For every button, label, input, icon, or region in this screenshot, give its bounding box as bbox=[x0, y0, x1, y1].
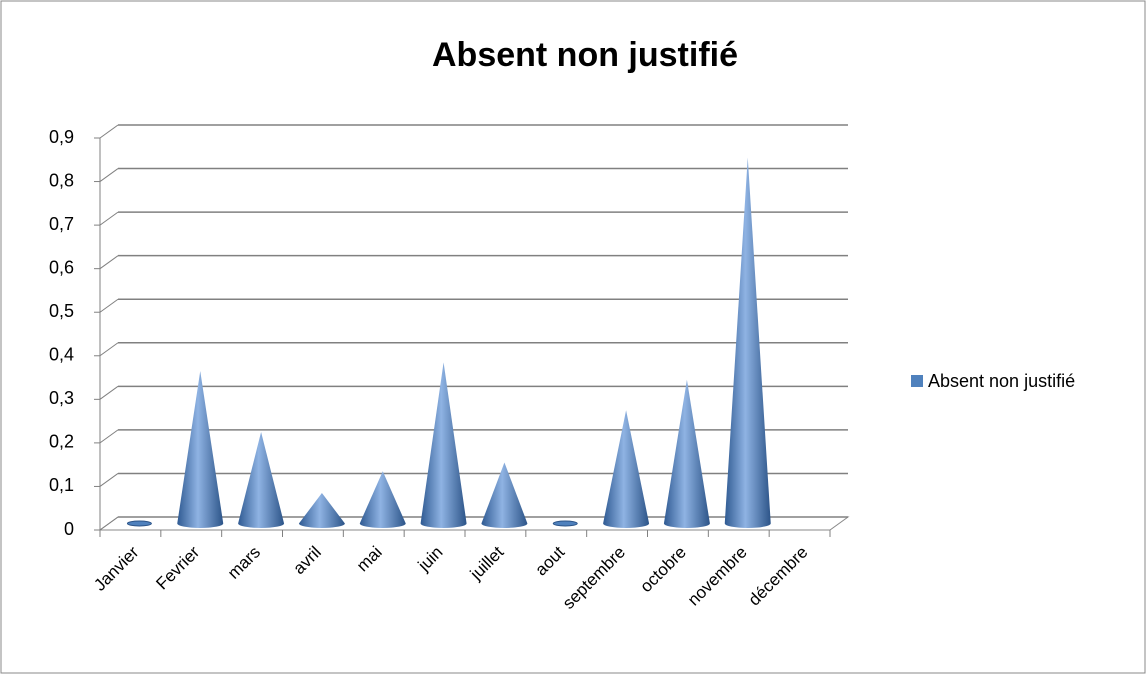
cone bbox=[603, 410, 650, 528]
cone bbox=[420, 362, 467, 528]
y-tick-label: 0,4 bbox=[49, 345, 74, 365]
cone bbox=[177, 371, 224, 528]
grid-side bbox=[99, 255, 119, 270]
legend-swatch bbox=[911, 375, 923, 387]
cone bbox=[663, 379, 710, 528]
grid-side bbox=[99, 473, 119, 487]
grid-side bbox=[99, 211, 119, 226]
grid-side bbox=[99, 168, 119, 182]
y-tick-label: 0,3 bbox=[49, 388, 74, 408]
cone bbox=[298, 493, 345, 528]
grid-side bbox=[99, 385, 119, 400]
y-tick-label: 0,7 bbox=[49, 214, 74, 234]
grid-side bbox=[99, 342, 119, 357]
grid-side bbox=[99, 124, 119, 139]
y-tick-label: 0,5 bbox=[49, 301, 74, 321]
cone bbox=[481, 462, 528, 528]
y-tick-label: 0,1 bbox=[49, 475, 74, 495]
y-tick-label: 0,9 bbox=[49, 127, 74, 147]
grid-side bbox=[99, 298, 119, 313]
chart-title: Absent non justifié bbox=[432, 36, 738, 74]
cone bbox=[238, 432, 285, 528]
cone bbox=[724, 157, 771, 528]
y-tick-label: 0 bbox=[64, 519, 74, 539]
y-tick-label: 0,6 bbox=[49, 257, 74, 277]
y-tick-label: 0,2 bbox=[49, 432, 74, 452]
legend-label: Absent non justifié bbox=[928, 371, 1075, 391]
grid-side bbox=[99, 429, 119, 444]
grid-side bbox=[99, 516, 119, 531]
cone bbox=[359, 471, 406, 528]
cone bbox=[126, 520, 152, 527]
cone bbox=[552, 520, 578, 527]
y-tick-label: 0,8 bbox=[49, 170, 74, 190]
